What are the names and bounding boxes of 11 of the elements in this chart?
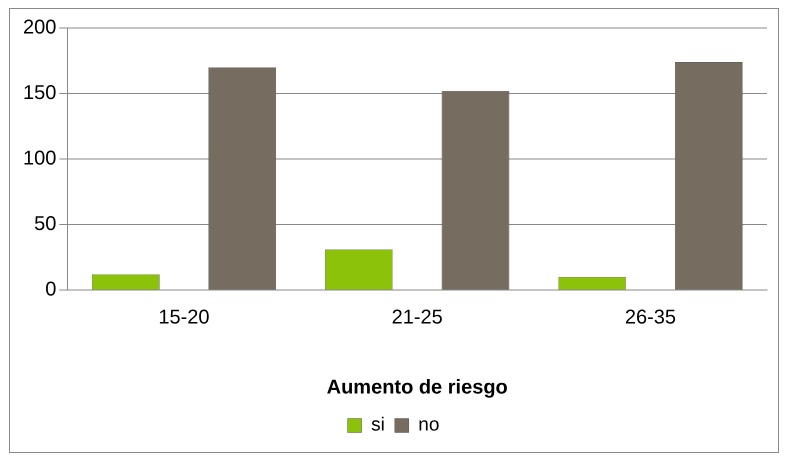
x-tick-label: 21-25	[392, 306, 443, 329]
legend-label: no	[418, 414, 440, 436]
x-tick-label: 15-20	[158, 306, 210, 329]
x-tick-label: 26-35	[624, 306, 676, 329]
y-tick-label: 100	[22, 148, 56, 170]
y-tick-label: 0	[45, 278, 56, 301]
x-axis-title: Aumento de riesgo	[326, 376, 508, 399]
y-tick-label: 150	[22, 82, 56, 104]
legend-label: si	[371, 414, 385, 436]
y-tick-label: 50	[34, 213, 56, 236]
y-tick-label: 200	[22, 16, 56, 39]
